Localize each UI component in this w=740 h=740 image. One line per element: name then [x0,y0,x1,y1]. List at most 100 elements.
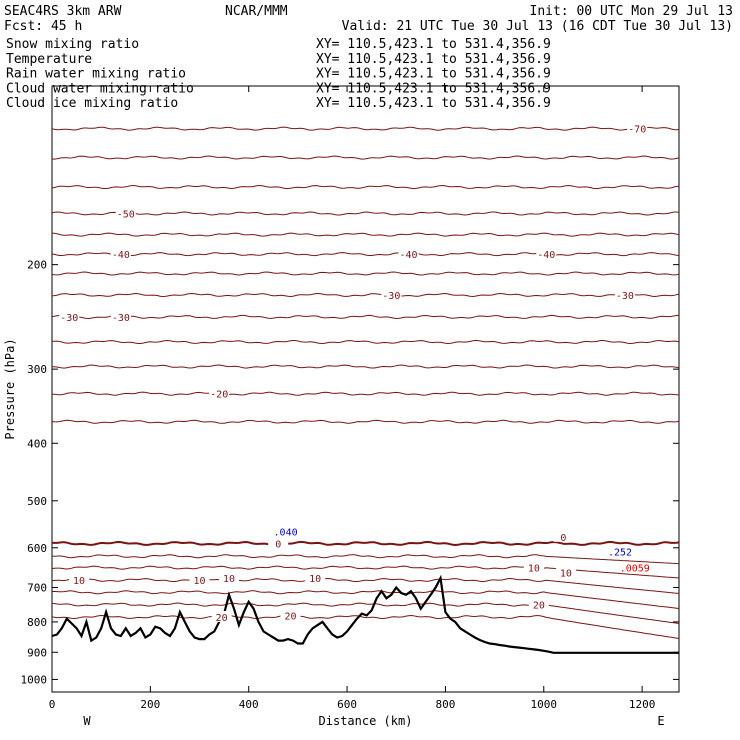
contour-label-bg [59,310,80,322]
contour-label: 0 [275,539,281,550]
contour-label-bg [209,387,230,399]
contour-label: -30 [112,313,130,324]
contour-label-bg [219,572,240,584]
isotherm-line [52,271,679,276]
isotherm-line [52,577,679,594]
field-list: Snow mixing ratio XY= 110.5,423.1 to 531.… [6,37,551,111]
terrain-line [51,574,679,654]
field-name: Temperature [6,52,92,67]
contour-label: -30 [60,313,78,324]
contour-label-bg [110,310,131,322]
isotherm-line [52,155,679,160]
valid-time: Valid: 21 UTC Tue 30 Jul 13 (16 CDT Tue … [342,19,733,34]
isotherm-line [52,339,679,345]
contour-label: 10 [223,574,235,585]
contour-label: 20 [284,611,296,622]
contour-label: -70 [628,125,646,136]
field-xy: XY= 110.5,423.1 to 531.4,356.9 [316,37,551,52]
contour-label-bg [189,574,210,586]
contour-label: 20 [216,613,228,624]
y-tick-label: 300 [27,363,47,376]
contour-label: -20 [210,390,228,401]
isotherm-line [52,391,679,396]
x-tick-label: 0 [49,698,56,711]
contour-label: 10 [528,564,540,575]
west-label: W [83,714,91,728]
x-tick-label: 800 [435,698,455,711]
contour-label-bg [398,248,419,260]
y-tick-label: 200 [27,259,47,272]
cloud-water-label: .040 [274,527,298,538]
contour-label: 10 [309,574,321,585]
x-tick-label: 1200 [629,698,656,711]
cloud-water-label: .252 [608,547,632,558]
field-name: Cloud ice mixing ratio [6,96,178,111]
y-axis-label: Pressure (hPa) [3,338,17,439]
field-name: Cloud water mixing ratio [6,81,194,96]
contour-label-bg [115,207,136,219]
forecast-hour: Fcst: 45 h [4,19,82,34]
x-tick-label: 400 [239,698,259,711]
plot-area: -70 -50 -40 -40 -40 -30 -30 -30 -30 -20 0 0 10 10 10 10… [51,85,680,693]
x-tick-label: 600 [337,698,357,711]
x-tick-label: 1000 [531,698,558,711]
field-xy: XY= 110.5,423.1 to 531.4,356.9 [316,52,551,67]
field-xy: XY= 110.5,423.1 to 531.4,356.9 [316,81,551,96]
center-title: NCAR/MMM [225,4,288,19]
isotherm-line [52,314,679,320]
rain-water-label: .0059 [620,564,650,575]
axes: 0 200 400 600 800 1000 12002003004005006007008… [3,86,679,728]
contour-label-bg [523,561,544,573]
contour-label-bg [627,122,648,134]
isotherm-line [52,540,679,547]
field-xy: XY= 110.5,423.1 to 531.4,356.9 [316,96,551,111]
contour-label: -40 [112,250,130,261]
y-tick-label: 500 [27,495,47,508]
contour-label: 0 [560,533,566,544]
contour-label-bg [211,611,232,623]
isotherm-line [52,614,679,639]
y-tick-label: 400 [27,437,47,450]
contour-label: -30 [382,291,400,302]
isotherms [52,126,679,639]
contour-label: 10 [194,576,206,587]
contour-label-bg [528,598,549,610]
y-tick-label: 600 [27,542,47,555]
isotherm-line [52,565,679,579]
init-time: Init: 00 UTC Mon 29 Jul 13 [530,4,734,19]
isotherm-line [52,184,679,190]
contour-label: -30 [616,291,634,302]
contour-label: 10 [73,576,85,587]
isotherm-line [52,419,679,424]
isotherm-line [52,292,679,298]
isotherm-line [52,602,679,624]
contour-label: -50 [117,209,135,220]
isotherm-line [52,554,679,565]
contour-label: 20 [533,601,545,612]
contour-label-bg [614,288,635,300]
contour-label-bg [555,566,576,578]
contour-label-bg [381,288,402,300]
contour-label-bg [536,248,557,260]
contour-label: -40 [399,250,417,261]
plot-frame [51,85,680,693]
isotherm-line [52,590,679,609]
contour-label-bg [69,574,90,586]
y-tick-label: 700 [27,582,47,595]
contour-label-bg [553,530,574,542]
contour-label-bg [305,572,326,584]
isotherm-line [52,364,679,369]
y-tick-label: 900 [27,646,47,659]
isotherm-line [52,252,679,257]
isotherm-line [52,211,679,216]
x-tick-label: 200 [140,698,160,711]
model-title: SEAC4RS 3km ARW [4,4,122,19]
field-xy: XY= 110.5,423.1 to 531.4,356.9 [316,67,551,82]
isotherm-line [52,232,679,237]
contour-label: -40 [537,250,555,261]
contour-label-bg [268,537,289,549]
contour-label: 10 [560,568,572,579]
contour-label-bg [110,248,131,260]
x-axis-label: Distance (km) [319,714,413,728]
